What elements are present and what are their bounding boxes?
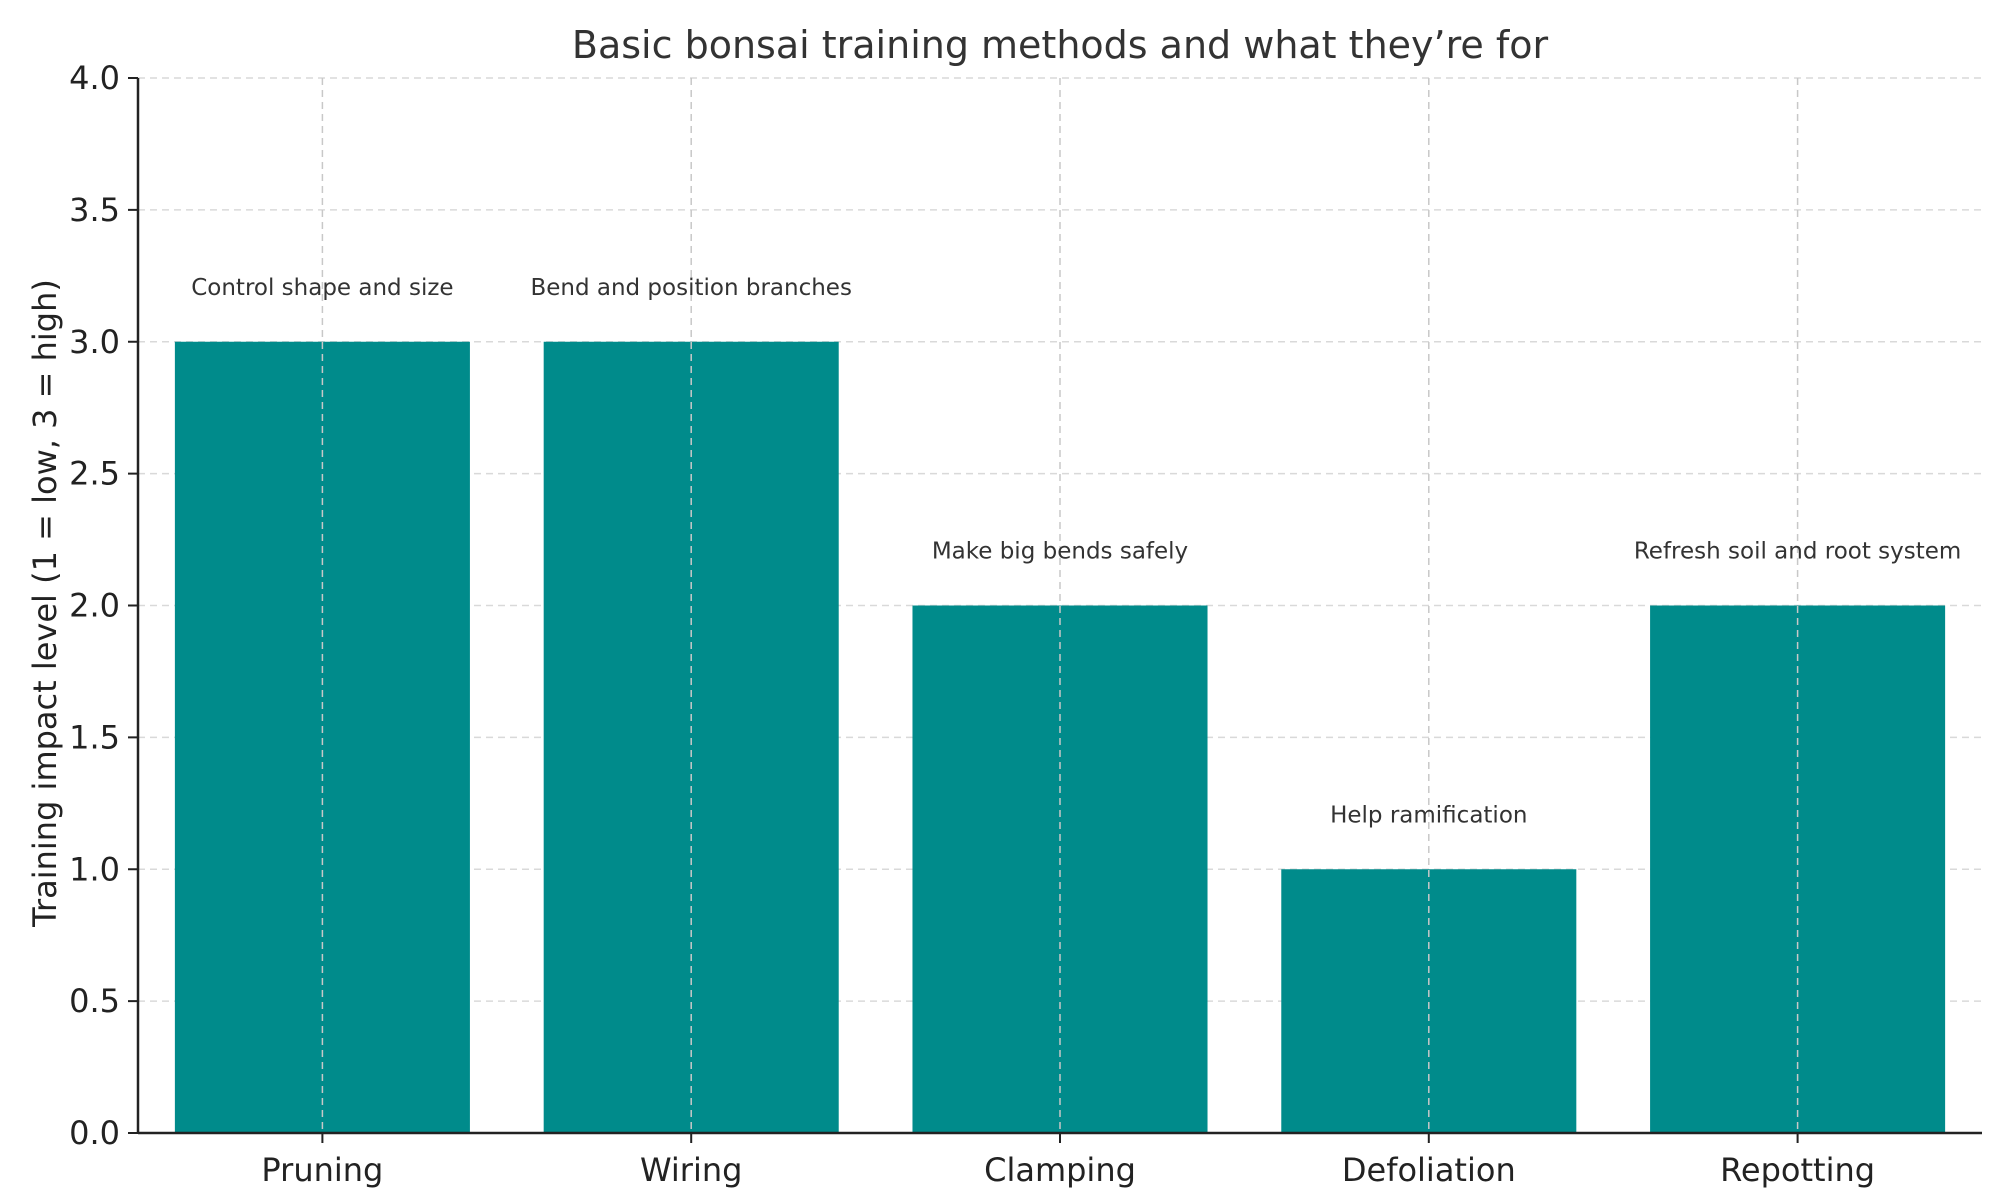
x-tick-label: Clamping xyxy=(984,1151,1136,1189)
chart-title: Basic bonsai training methods and what t… xyxy=(572,23,1549,67)
x-tick-label: Defoliation xyxy=(1342,1151,1516,1189)
bar-annotation: Make big bends safely xyxy=(932,539,1188,565)
bar-annotation: Help ramification xyxy=(1330,802,1527,828)
y-tick-label: 0.0 xyxy=(69,1114,120,1152)
bar-annotation: Refresh soil and root system xyxy=(1634,539,1961,565)
x-tick-label: Wiring xyxy=(640,1151,742,1189)
y-tick-label: 2.5 xyxy=(69,455,120,493)
y-tick-label: 4.0 xyxy=(69,59,120,97)
x-tick-label: Repotting xyxy=(1720,1151,1875,1189)
bar-annotation: Control shape and size xyxy=(191,275,453,301)
x-ticks: Pruning Wiring Clamping Defoliation Repottin… xyxy=(261,1133,1875,1189)
y-tick-label: 1.0 xyxy=(69,850,120,888)
bar-annotation: Bend and position branches xyxy=(530,275,852,301)
y-tick-label: 3.0 xyxy=(69,323,120,361)
vertical-grid-lines xyxy=(321,78,1799,1133)
y-tick-label: 3.5 xyxy=(69,191,120,229)
bar-annotations: Control shape and size Bend and position … xyxy=(191,275,1961,829)
bar-wiring xyxy=(543,341,839,1133)
y-tick-label: 0.5 xyxy=(69,982,120,1020)
y-ticks: 0.0 0.5 1.0 1.5 2.0 2.5 3.0 3.5 4.0 xyxy=(69,59,138,1152)
y-tick-label: 2.0 xyxy=(69,587,120,625)
y-tick-label: 1.5 xyxy=(69,718,120,756)
x-tick-label: Pruning xyxy=(261,1151,383,1189)
bar-pruning xyxy=(174,341,470,1133)
y-axis-label: Training impact level (1 = low, 3 = high… xyxy=(26,279,64,928)
